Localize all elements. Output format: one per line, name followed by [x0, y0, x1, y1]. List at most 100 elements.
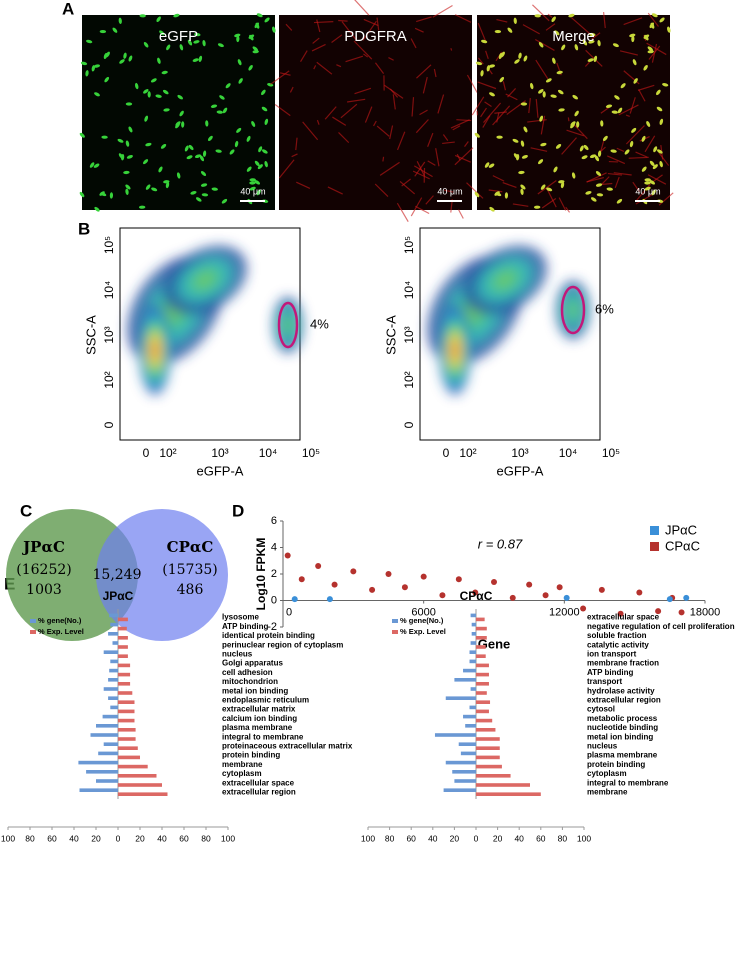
venn-label: JPαC — [21, 538, 65, 556]
nucleus — [554, 30, 560, 36]
nucleus — [125, 184, 131, 190]
nucleus — [600, 120, 604, 127]
x-tick-label: 10⁴ — [559, 446, 578, 460]
fiber — [450, 119, 470, 129]
nucleus — [207, 135, 213, 142]
category-label: perinuclear region of cytoplasm — [222, 640, 343, 649]
nucleus — [181, 121, 185, 128]
nucleus — [538, 159, 544, 165]
bar — [463, 668, 476, 673]
fiber — [435, 148, 440, 167]
nucleus — [222, 107, 228, 114]
nucleus — [101, 135, 108, 139]
bar — [118, 792, 168, 796]
x-tick-label: 60 — [179, 833, 189, 843]
fiber — [379, 161, 400, 176]
fiber — [482, 115, 491, 128]
density — [439, 305, 471, 395]
nucleus — [156, 16, 161, 22]
nucleus — [649, 180, 656, 185]
nucleus — [550, 94, 557, 98]
nucleus — [507, 27, 513, 33]
data-point — [655, 608, 662, 615]
fiber — [437, 94, 445, 114]
fiber — [466, 182, 484, 199]
nucleus — [523, 126, 528, 133]
x-tick-label: 100 — [1, 833, 15, 843]
data-point — [542, 592, 549, 599]
panel-label: C — [20, 501, 32, 520]
x-tick-label: 0 — [116, 833, 121, 843]
fiber — [492, 175, 505, 182]
nucleus — [557, 89, 564, 95]
nucleus — [119, 59, 125, 64]
category-label: soluble fraction — [587, 631, 647, 640]
nucleus — [480, 70, 484, 77]
nucleus — [498, 52, 503, 60]
scale-bar-label: 40 μm — [437, 186, 462, 196]
nucleus — [539, 115, 544, 122]
annotation: r = 0.87 — [478, 536, 523, 551]
nucleus — [667, 26, 671, 33]
nucleus — [533, 205, 541, 209]
fiber — [316, 61, 333, 75]
fiber — [452, 125, 461, 131]
fiber — [629, 97, 636, 114]
nucleus — [656, 89, 661, 96]
nucleus — [217, 43, 224, 48]
category-label: mitochondrion — [222, 677, 278, 686]
x-tick-label: 20 — [450, 833, 460, 843]
fiber — [291, 153, 298, 158]
nucleus — [177, 94, 183, 100]
bar — [110, 622, 118, 627]
bar — [118, 718, 135, 723]
category-label: membrane — [587, 788, 628, 797]
nucleus — [261, 149, 268, 154]
bar — [476, 636, 487, 640]
fiber — [599, 138, 605, 153]
fiber — [279, 72, 291, 76]
nucleus — [150, 78, 157, 83]
nucleus — [514, 59, 520, 64]
nucleus — [659, 118, 664, 125]
fiber — [625, 114, 630, 118]
bar — [118, 672, 131, 677]
fiber — [477, 81, 497, 90]
fiber — [278, 159, 295, 179]
nucleus — [588, 40, 595, 44]
fiber — [480, 107, 487, 118]
nucleus — [145, 142, 152, 147]
x-tick-label: 10⁴ — [259, 446, 278, 460]
nucleus — [165, 181, 170, 189]
nucleus — [186, 155, 193, 160]
bar — [443, 788, 476, 792]
nucleus — [583, 144, 589, 151]
y-tick-label: 10⁴ — [102, 281, 116, 300]
fiber — [415, 205, 430, 215]
nucleus — [159, 30, 165, 36]
x-axis-label: eGFP-A — [197, 463, 244, 478]
bar — [476, 737, 500, 741]
nucleus — [612, 43, 619, 48]
bar — [79, 788, 118, 792]
nucleus — [520, 102, 528, 106]
x-tick-label: 80 — [25, 833, 35, 843]
fiber — [302, 121, 319, 141]
fiber — [401, 178, 412, 187]
fiber — [363, 18, 379, 27]
data-point — [636, 589, 643, 596]
nucleus — [147, 91, 151, 98]
nucleus — [219, 95, 225, 100]
nucleus — [530, 82, 534, 90]
x-tick-label: 40 — [428, 833, 438, 843]
category-label: protein binding — [587, 760, 645, 769]
nucleus — [145, 184, 151, 190]
bar — [96, 779, 118, 783]
category-label: plasma membrane — [587, 751, 658, 760]
fiber — [601, 176, 610, 185]
category-label: plasma membrane — [222, 723, 293, 732]
fiber — [396, 202, 409, 223]
nucleus — [540, 184, 546, 190]
plot-frame — [419, 227, 601, 441]
fiber — [354, 87, 372, 95]
